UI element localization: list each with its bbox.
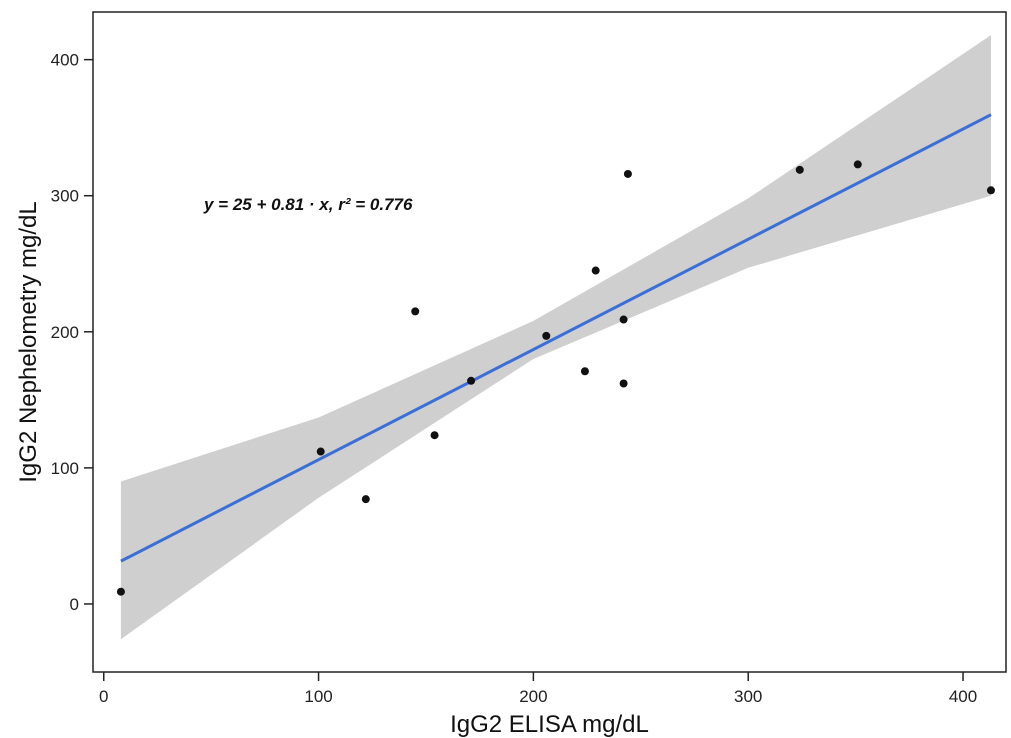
regression-line: [120, 113, 992, 563]
x-tick-label: 100: [304, 687, 332, 706]
data-point: [411, 307, 420, 316]
y-axis-label: IgG2 Nephelometry mg/dL: [15, 201, 42, 482]
data-point: [316, 447, 325, 456]
x-tick-label: 300: [734, 687, 762, 706]
data-point: [116, 587, 125, 596]
data-point: [580, 367, 589, 376]
data-point: [361, 495, 370, 504]
data-point: [986, 186, 995, 195]
data-point: [795, 165, 804, 174]
data-point: [467, 376, 476, 385]
data-point: [619, 379, 628, 388]
data-points: [116, 160, 995, 596]
data-point: [591, 266, 600, 275]
y-tick-label: 0: [70, 595, 79, 614]
x-tick-label: 0: [99, 687, 108, 706]
y-tick-label: 400: [51, 51, 79, 70]
data-point: [853, 160, 862, 169]
data-point: [623, 169, 632, 178]
data-point: [542, 331, 551, 340]
y-axis-ticks: 0 100 200 300 400: [51, 51, 93, 614]
data-point: [430, 431, 439, 440]
x-axis-ticks: 0 100 200 300 400: [99, 672, 977, 706]
plot-frame: [92, 11, 1007, 673]
x-tick-label: 400: [949, 687, 977, 706]
y-tick-label: 300: [51, 187, 79, 206]
regression-equation: y = 25 + 0.81 · x, r² = 0.776: [203, 195, 413, 214]
y-tick-label: 200: [51, 323, 79, 342]
y-tick-label: 100: [51, 459, 79, 478]
x-axis-label: IgG2 ELISA mg/dL: [450, 711, 649, 738]
data-point: [619, 315, 628, 324]
x-tick-label: 200: [519, 687, 547, 706]
